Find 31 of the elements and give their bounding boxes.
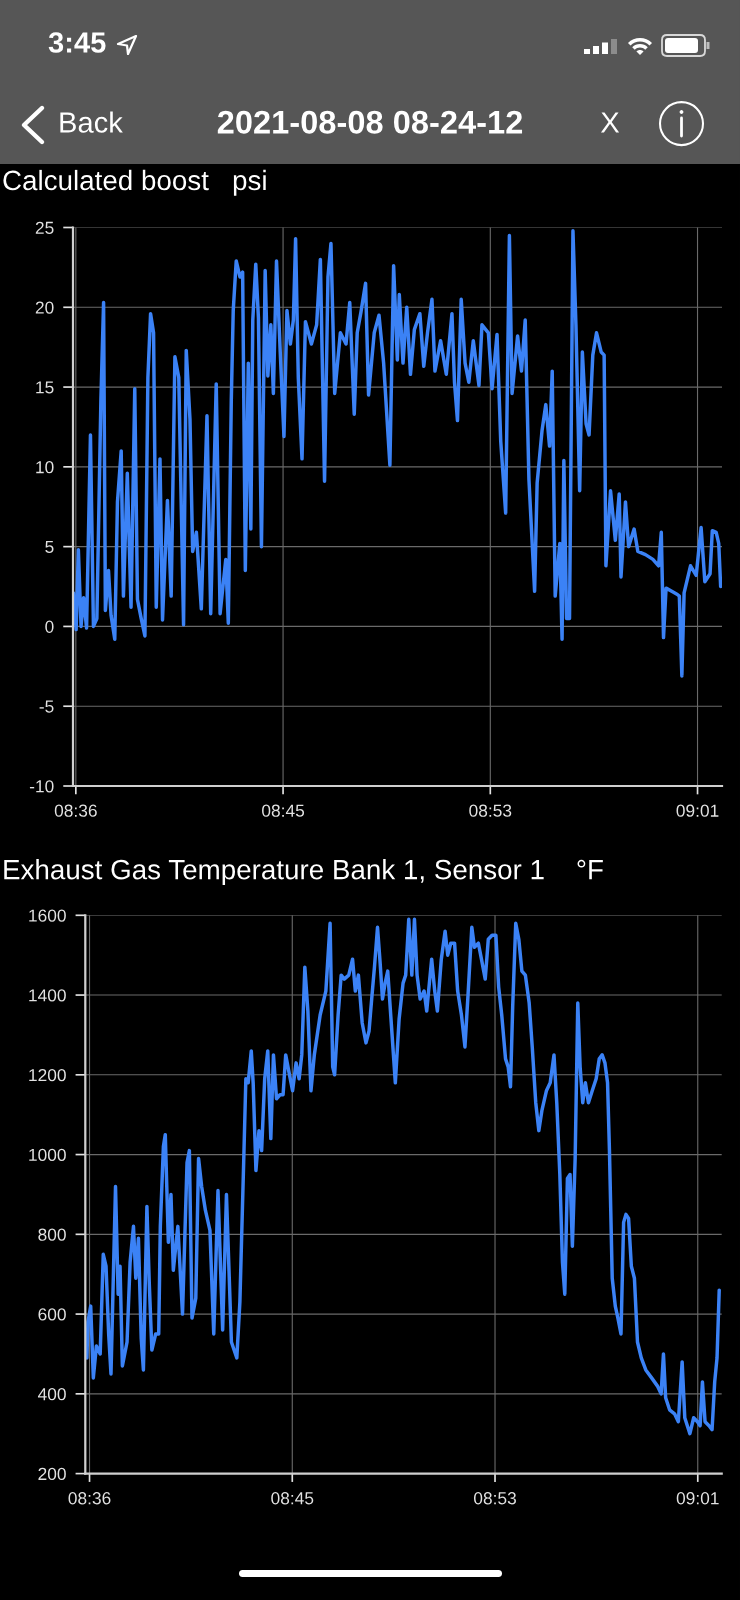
line-series: [85, 917, 721, 1436]
y-tick-label: 25: [35, 221, 54, 234]
x-tick-label: 08:45: [262, 804, 305, 817]
x-tick-label: 08:53: [469, 804, 512, 817]
x-tick-label: 08:45: [271, 1492, 314, 1505]
y-tick-label: 20: [35, 301, 54, 314]
y-tick-label: 15: [36, 381, 54, 394]
x-tick-label: 09:01: [676, 804, 719, 817]
y-tick-label: -5: [39, 700, 54, 713]
x-tick-label: 08:36: [54, 804, 97, 817]
y-tick-label: 200: [38, 1467, 66, 1481]
y-tick-label: 600: [38, 1308, 66, 1321]
y-tick-label: -10: [29, 780, 54, 793]
y-tick-label: 1000: [29, 1148, 66, 1162]
y-tick-label: 1600: [29, 909, 66, 922]
chart-title: Exhaust Gas Temperature Bank 1, Sensor 1 °F: [4, 859, 603, 885]
x-tick-label: 09:01: [676, 1492, 719, 1505]
y-tick-label: 800: [38, 1228, 66, 1241]
text: 2021-08-08 08-24-12: [217, 110, 523, 134]
text: X: [600, 112, 620, 133]
y-tick-label: 400: [37, 1388, 66, 1401]
y-tick-label: 1200: [29, 1068, 66, 1082]
y-tick-label: 5: [45, 540, 54, 554]
text: 3:45: [48, 32, 106, 53]
x-tick-label: 08:53: [473, 1492, 516, 1505]
text: Back: [60, 111, 123, 133]
x-tick-label: 08:36: [68, 1492, 111, 1505]
y-tick-label: 10: [36, 461, 54, 474]
y-tick-label: 0: [45, 620, 54, 633]
y-tick-label: 1400: [29, 989, 66, 1002]
chart-title: Calculated boost psi: [3, 169, 266, 196]
